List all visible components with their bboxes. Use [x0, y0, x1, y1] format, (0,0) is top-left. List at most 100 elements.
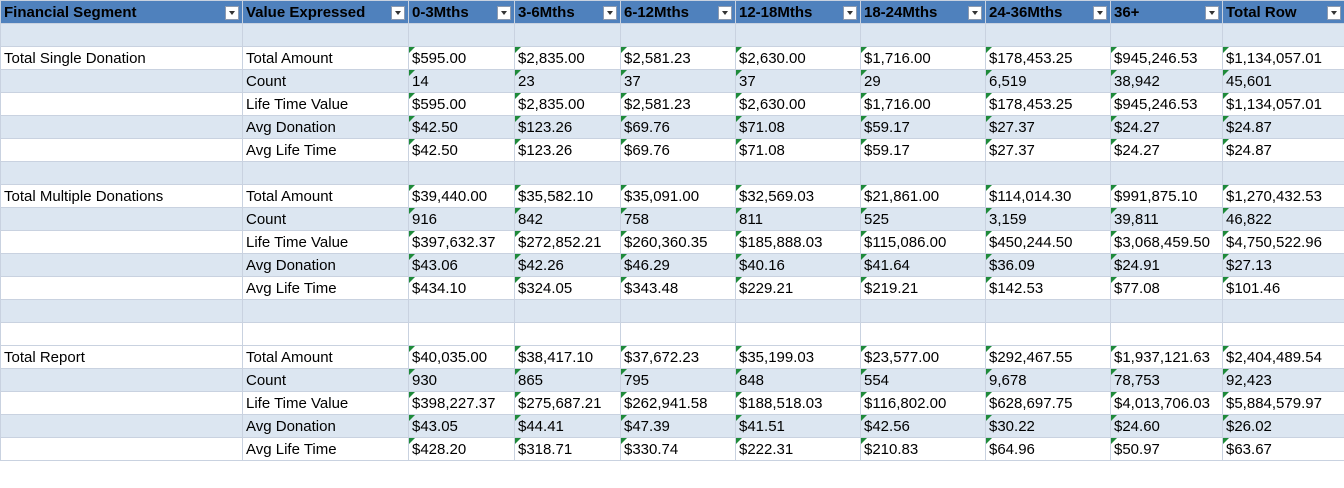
- value-cell[interactable]: $38,417.10: [514, 345, 621, 369]
- value-cell[interactable]: 38,942: [1110, 69, 1223, 93]
- value-cell[interactable]: 525: [860, 207, 986, 231]
- value-cell[interactable]: $398,227.37: [408, 391, 515, 415]
- value-cell[interactable]: $229.21: [735, 276, 861, 300]
- value-cell[interactable]: $30.22: [985, 414, 1111, 438]
- value-cell[interactable]: 930: [408, 368, 515, 392]
- value-cell[interactable]: $42.50: [408, 138, 515, 162]
- value-cell[interactable]: $27.37: [985, 138, 1111, 162]
- value-expressed-cell[interactable]: [242, 299, 409, 323]
- value-expressed-cell[interactable]: Count: [242, 69, 409, 93]
- value-cell[interactable]: $21,861.00: [860, 184, 986, 208]
- value-cell[interactable]: [735, 322, 861, 346]
- value-cell[interactable]: $2,581.23: [620, 46, 736, 70]
- column-header[interactable]: 0-3Mths: [408, 0, 515, 24]
- segment-cell[interactable]: [0, 23, 243, 47]
- value-cell[interactable]: $39,440.00: [408, 184, 515, 208]
- segment-cell[interactable]: [0, 437, 243, 461]
- value-cell[interactable]: [620, 322, 736, 346]
- value-cell[interactable]: [1110, 23, 1223, 47]
- value-cell[interactable]: [985, 161, 1111, 185]
- value-cell[interactable]: [860, 322, 986, 346]
- value-cell[interactable]: [408, 322, 515, 346]
- value-cell[interactable]: $47.39: [620, 414, 736, 438]
- value-cell[interactable]: $37,672.23: [620, 345, 736, 369]
- value-cell[interactable]: $434.10: [408, 276, 515, 300]
- value-cell[interactable]: $24.27: [1110, 115, 1223, 139]
- value-cell[interactable]: $219.21: [860, 276, 986, 300]
- column-header[interactable]: 36+: [1110, 0, 1223, 24]
- filter-dropdown-icon[interactable]: [225, 6, 239, 20]
- value-cell[interactable]: [735, 23, 861, 47]
- value-cell[interactable]: $2,630.00: [735, 46, 861, 70]
- value-cell[interactable]: $26.02: [1222, 414, 1344, 438]
- value-cell[interactable]: $116,802.00: [860, 391, 986, 415]
- value-cell[interactable]: [1222, 299, 1344, 323]
- value-cell[interactable]: $23,577.00: [860, 345, 986, 369]
- column-header[interactable]: 3-6Mths: [514, 0, 621, 24]
- value-cell[interactable]: 39,811: [1110, 207, 1223, 231]
- value-cell[interactable]: $24.27: [1110, 138, 1223, 162]
- value-cell[interactable]: $945,246.53: [1110, 46, 1223, 70]
- value-cell[interactable]: [735, 161, 861, 185]
- value-cell[interactable]: $123.26: [514, 138, 621, 162]
- value-cell[interactable]: $343.48: [620, 276, 736, 300]
- segment-cell[interactable]: Total Report: [0, 345, 243, 369]
- value-cell[interactable]: [1222, 322, 1344, 346]
- value-cell[interactable]: [514, 23, 621, 47]
- value-cell[interactable]: $397,632.37: [408, 230, 515, 254]
- value-cell[interactable]: [408, 299, 515, 323]
- value-cell[interactable]: $628,697.75: [985, 391, 1111, 415]
- value-cell[interactable]: $1,270,432.53: [1222, 184, 1344, 208]
- value-cell[interactable]: $3,068,459.50: [1110, 230, 1223, 254]
- value-cell[interactable]: $59.17: [860, 138, 986, 162]
- value-cell[interactable]: $114,014.30: [985, 184, 1111, 208]
- value-cell[interactable]: $2,835.00: [514, 46, 621, 70]
- value-cell[interactable]: 3,159: [985, 207, 1111, 231]
- filter-dropdown-icon[interactable]: [718, 6, 732, 20]
- value-cell[interactable]: 46,822: [1222, 207, 1344, 231]
- column-header[interactable]: Total Row: [1222, 0, 1344, 24]
- value-cell[interactable]: $272,852.21: [514, 230, 621, 254]
- value-cell[interactable]: $50.97: [1110, 437, 1223, 461]
- segment-cell[interactable]: [0, 92, 243, 116]
- value-cell[interactable]: $2,581.23: [620, 92, 736, 116]
- value-cell[interactable]: $71.08: [735, 115, 861, 139]
- value-cell[interactable]: $2,835.00: [514, 92, 621, 116]
- value-cell[interactable]: $178,453.25: [985, 92, 1111, 116]
- value-cell[interactable]: 795: [620, 368, 736, 392]
- value-cell[interactable]: $35,199.03: [735, 345, 861, 369]
- value-cell[interactable]: $188,518.03: [735, 391, 861, 415]
- value-cell[interactable]: $41.51: [735, 414, 861, 438]
- value-expressed-cell[interactable]: Avg Donation: [242, 115, 409, 139]
- value-cell[interactable]: [1110, 322, 1223, 346]
- value-cell[interactable]: $1,716.00: [860, 46, 986, 70]
- value-expressed-cell[interactable]: Count: [242, 368, 409, 392]
- value-expressed-cell[interactable]: Avg Donation: [242, 253, 409, 277]
- filter-dropdown-icon[interactable]: [1205, 6, 1219, 20]
- column-header[interactable]: Financial Segment: [0, 0, 243, 24]
- value-cell[interactable]: $275,687.21: [514, 391, 621, 415]
- value-cell[interactable]: $43.05: [408, 414, 515, 438]
- value-cell[interactable]: 37: [735, 69, 861, 93]
- value-cell[interactable]: $24.60: [1110, 414, 1223, 438]
- value-cell[interactable]: 37: [620, 69, 736, 93]
- value-cell[interactable]: 842: [514, 207, 621, 231]
- segment-cell[interactable]: [0, 414, 243, 438]
- filter-dropdown-icon[interactable]: [497, 6, 511, 20]
- segment-cell[interactable]: [0, 161, 243, 185]
- value-cell[interactable]: $41.64: [860, 253, 986, 277]
- value-cell[interactable]: $24.87: [1222, 138, 1344, 162]
- value-cell[interactable]: $32,569.03: [735, 184, 861, 208]
- value-expressed-cell[interactable]: Avg Donation: [242, 414, 409, 438]
- value-cell[interactable]: $324.05: [514, 276, 621, 300]
- value-cell[interactable]: $1,134,057.01: [1222, 46, 1344, 70]
- value-cell[interactable]: [408, 161, 515, 185]
- segment-cell[interactable]: Total Multiple Donations: [0, 184, 243, 208]
- column-header[interactable]: Value Expressed: [242, 0, 409, 24]
- value-cell[interactable]: [860, 23, 986, 47]
- value-cell[interactable]: $24.87: [1222, 115, 1344, 139]
- column-header[interactable]: 12-18Mths: [735, 0, 861, 24]
- value-cell[interactable]: $5,884,579.97: [1222, 391, 1344, 415]
- value-cell[interactable]: $210.83: [860, 437, 986, 461]
- value-cell[interactable]: $595.00: [408, 46, 515, 70]
